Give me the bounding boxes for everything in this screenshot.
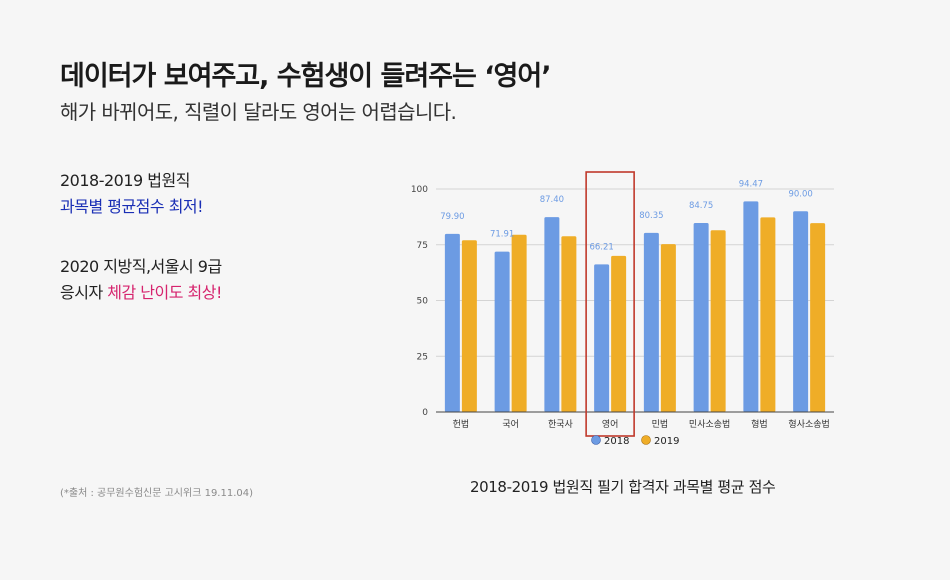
bar-2019 bbox=[760, 217, 776, 412]
data-label-2018: 71.91 bbox=[490, 230, 514, 240]
bar-2019 bbox=[710, 230, 726, 412]
note-court-exam-line1: 2018-2019 법원직 bbox=[60, 171, 190, 190]
data-label-2018: 79.90 bbox=[440, 212, 464, 222]
note-local-exam-highlight: 체감 난이도 최상! bbox=[107, 283, 222, 302]
legend-label-2019: 2019 bbox=[654, 436, 679, 447]
data-label-2018: 87.40 bbox=[540, 195, 564, 205]
bar-2019 bbox=[561, 236, 577, 412]
bar-2018 bbox=[793, 211, 809, 412]
note-court-exam: 2018-2019 법원직 과목별 평균점수 최저! bbox=[60, 168, 204, 220]
x-tick-label: 형사소송법 bbox=[788, 419, 829, 430]
data-label-2018: 94.47 bbox=[739, 179, 763, 189]
y-tick-label: 0 bbox=[422, 408, 428, 418]
y-tick-label: 25 bbox=[417, 352, 428, 362]
x-tick-label: 영어 bbox=[602, 419, 619, 430]
source-citation: (*출처 : 공무원수험신문 고시위크 19.11.04) bbox=[60, 488, 254, 499]
x-tick-label: 민사소송법 bbox=[689, 419, 730, 430]
data-label-2018: 66.21 bbox=[589, 242, 613, 252]
x-tick-label: 한국사 bbox=[548, 419, 574, 430]
chart-caption: 2018-2019 법원직 필기 합격자 과목별 평균 점수 bbox=[470, 478, 776, 496]
bar-2018 bbox=[494, 251, 510, 412]
legend-marker-2019 bbox=[641, 435, 651, 445]
data-label-2018: 80.35 bbox=[639, 211, 663, 221]
bar-2018 bbox=[594, 264, 610, 412]
highlight-box bbox=[585, 171, 635, 437]
bar-2019 bbox=[660, 244, 676, 412]
y-tick-label: 50 bbox=[417, 297, 429, 307]
note-local-exam: 2020 지방직,서울시 9급 응시자 체감 난이도 최상! bbox=[60, 254, 222, 306]
page-title: 데이터가 보여주고, 수험생이 들려주는 ‘영어’ bbox=[60, 61, 551, 92]
bar-2019 bbox=[511, 234, 527, 412]
note-local-exam-prefix: 응시자 bbox=[60, 283, 108, 302]
bar-2018 bbox=[743, 201, 759, 412]
y-tick-label: 75 bbox=[417, 241, 428, 251]
x-tick-label: 국어 bbox=[502, 419, 519, 430]
x-tick-label: 헌법 bbox=[453, 419, 470, 430]
legend-marker-2018 bbox=[591, 435, 601, 445]
bar-2018 bbox=[643, 232, 659, 412]
page-subtitle: 해가 바뀌어도, 직렬이 달라도 영어는 어렵습니다. bbox=[60, 100, 457, 124]
bar-2018 bbox=[544, 217, 560, 412]
bar-chart: 0 25 50 75 100 79.90 헌법 71.91 국어 87.40 한국사 66.21 영어 8… bbox=[411, 171, 834, 447]
bar-2019 bbox=[810, 223, 826, 412]
bar-2019 bbox=[461, 240, 477, 412]
data-label-2018: 90.00 bbox=[788, 189, 812, 199]
y-tick-label: 100 bbox=[411, 185, 428, 195]
data-label-2018: 84.75 bbox=[689, 201, 713, 211]
bar-2019 bbox=[611, 255, 627, 412]
bar-2018 bbox=[444, 233, 460, 412]
note-local-exam-line2: 응시자 체감 난이도 최상! bbox=[60, 280, 222, 306]
x-tick-label: 민법 bbox=[652, 419, 669, 430]
note-local-exam-line1: 2020 지방직,서울시 9급 bbox=[60, 257, 222, 276]
legend-label-2018: 2018 bbox=[604, 436, 629, 447]
note-court-exam-line2: 과목별 평균점수 최저! bbox=[60, 197, 204, 216]
x-tick-label: 형법 bbox=[751, 419, 768, 430]
bar-2018 bbox=[693, 223, 709, 412]
